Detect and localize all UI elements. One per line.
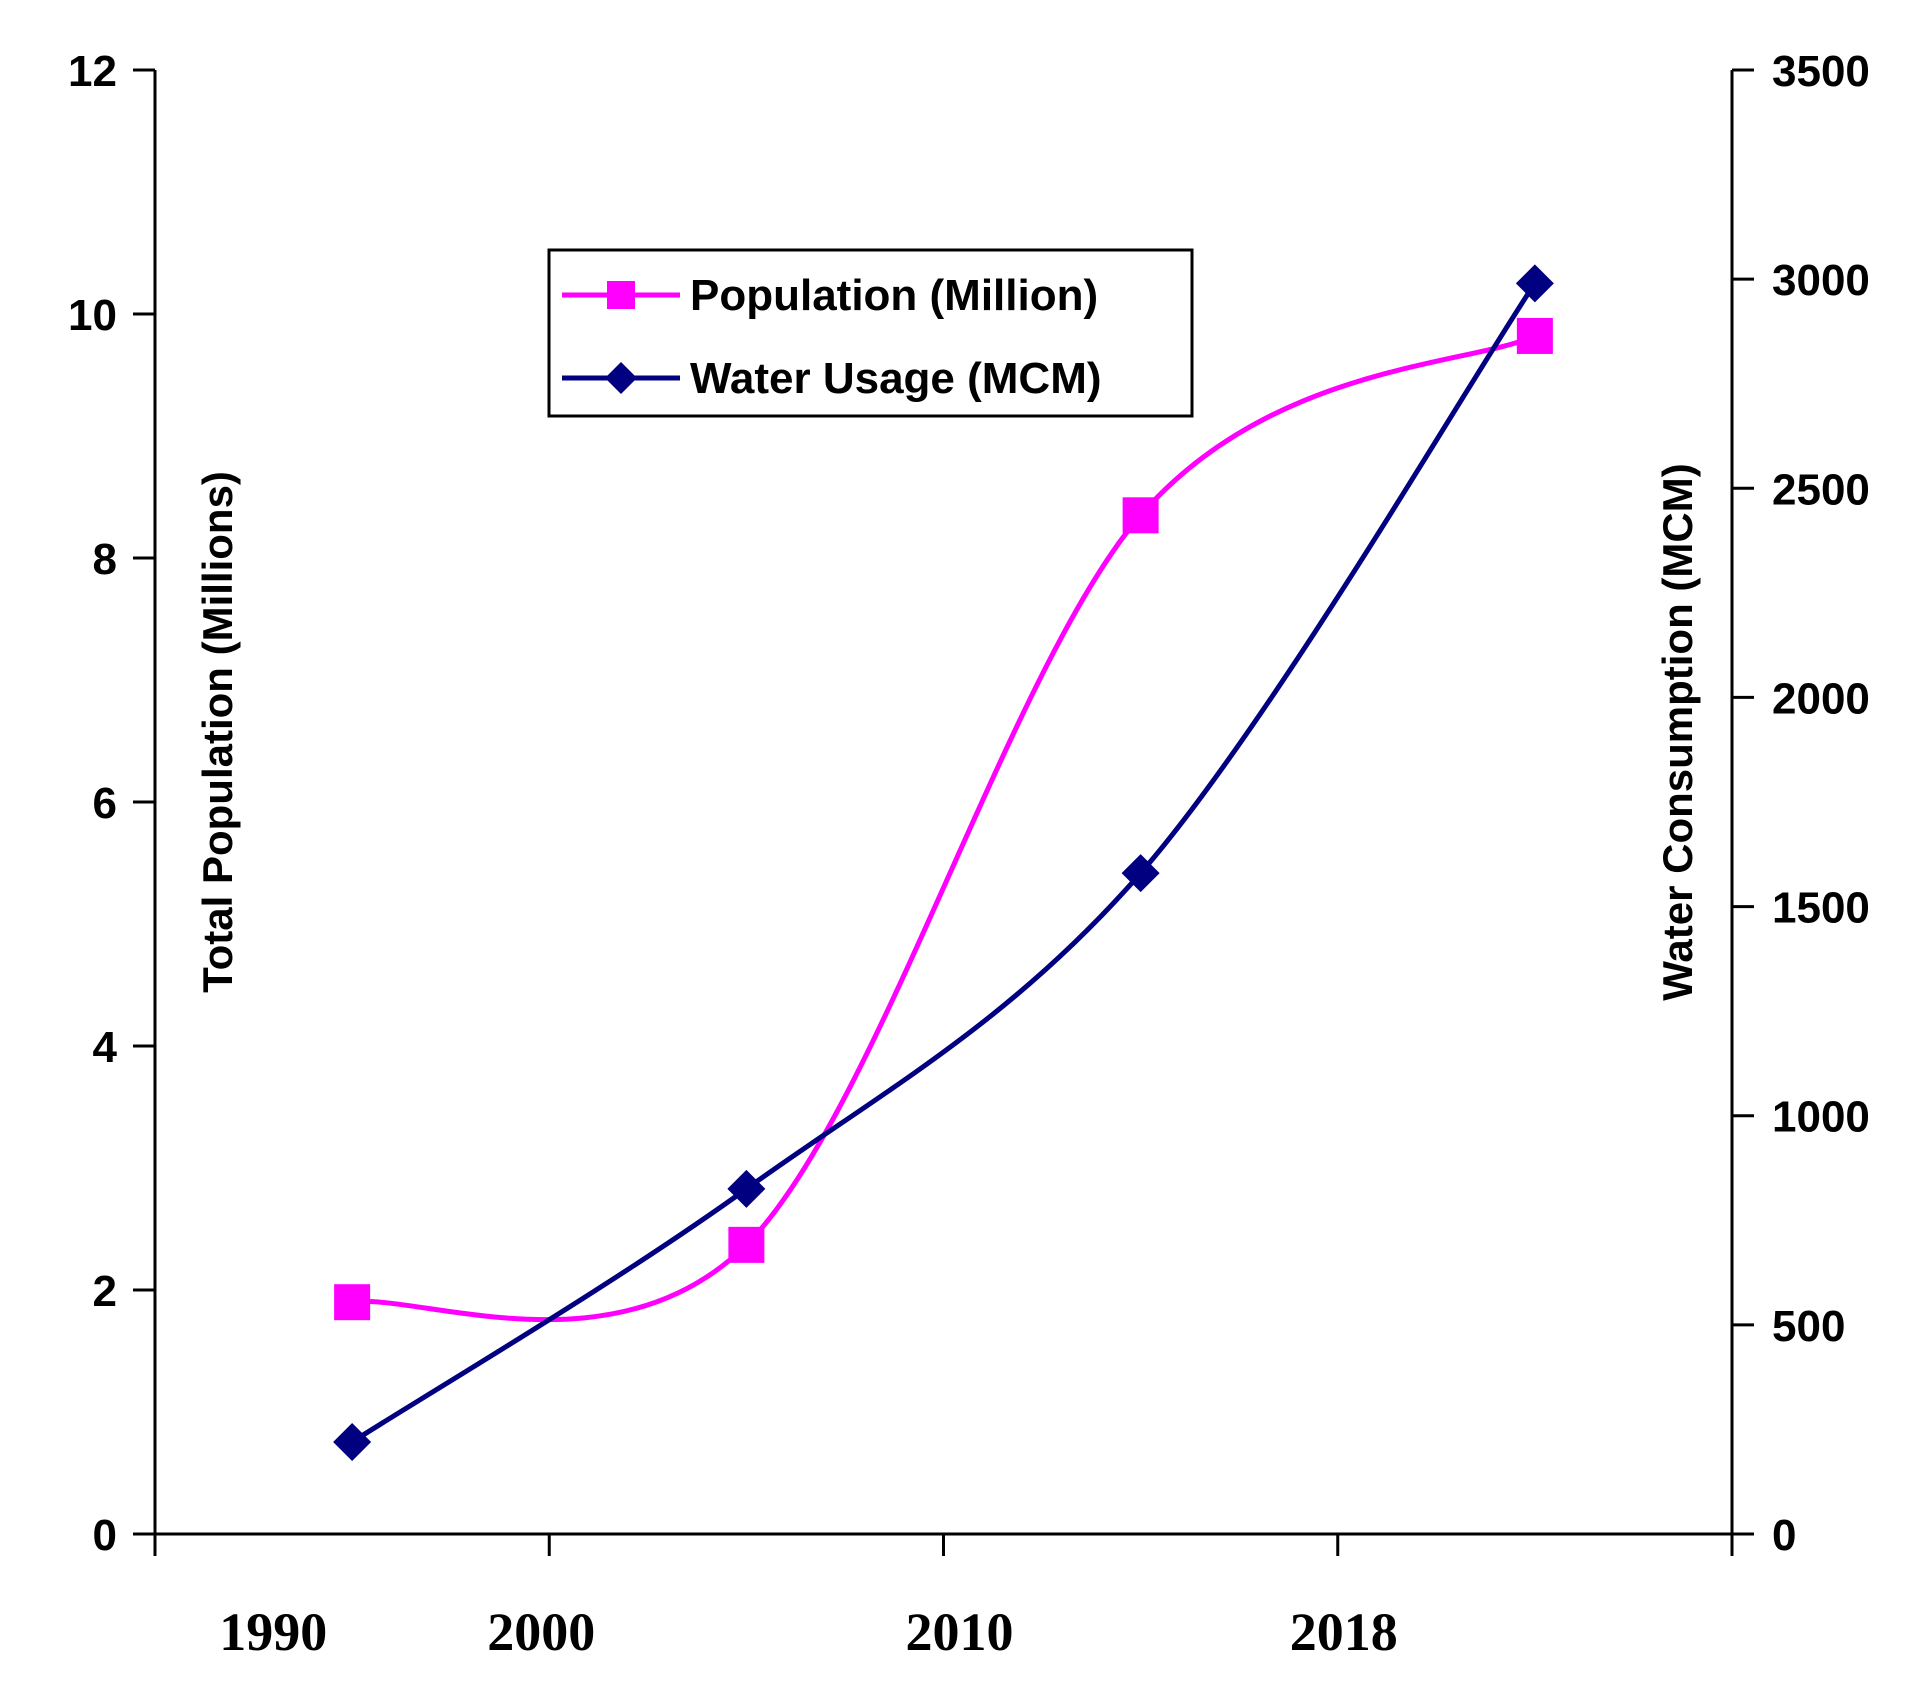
left-y-tick-label: 6 (93, 779, 117, 828)
chart-series (333, 264, 1554, 1461)
left-y-tick-label: 4 (93, 1023, 118, 1072)
left-y-tick-label: 0 (93, 1511, 117, 1560)
legend-marker-population (607, 281, 635, 309)
right-axis-title: Water Consumption (MCM) (1654, 463, 1701, 1000)
right-y-tick-label: 0 (1772, 1511, 1796, 1560)
legend-label-population: Population (Million) (690, 271, 1098, 320)
series-population (334, 317, 1553, 1323)
data-point-square (1516, 317, 1553, 354)
data-point-diamond (1515, 264, 1554, 303)
left-y-tick-label: 2 (93, 1267, 117, 1316)
series-line (350, 281, 1537, 1445)
right-y-tick-label: 500 (1772, 1302, 1845, 1351)
right-y-tick-label: 2500 (1772, 465, 1870, 514)
right-y-tick-label: 3500 (1772, 47, 1870, 96)
left-axis-title: Total Population (Millions) (194, 471, 241, 993)
data-point-square (728, 1226, 765, 1263)
x-tick-label: 2000 (487, 1602, 595, 1662)
data-point-diamond (727, 1169, 766, 1208)
data-point-square (334, 1284, 371, 1321)
legend-label-water: Water Usage (MCM) (690, 354, 1102, 403)
right-y-tick-label: 1000 (1772, 1093, 1870, 1142)
x-tick-label: 1990 (219, 1602, 327, 1662)
data-point-diamond (1121, 854, 1160, 893)
left-y-tick-label: 8 (93, 535, 117, 584)
legend-box (547, 248, 1194, 418)
right-y-tick-label: 2000 (1772, 674, 1870, 723)
data-point-square (1122, 497, 1159, 534)
data-point-diamond (333, 1422, 372, 1461)
left-y-tick-label: 10 (68, 291, 117, 340)
series-water-usage (333, 264, 1554, 1461)
x-tick-label: 2010 (906, 1602, 1014, 1662)
chart-legend: Population (Million) Water Usage (MCM) (547, 248, 1194, 418)
x-tick-label: 2018 (1290, 1602, 1398, 1662)
chart-axes: 0 2 4 6 8 10 12 0 500 1000 1500 2000 2500 3000 3500 199… (68, 47, 1870, 1662)
left-y-tick-label: 12 (68, 47, 117, 96)
series-line (351, 333, 1536, 1323)
legend-marker-water (605, 362, 637, 394)
right-y-tick-label: 1500 (1772, 884, 1870, 933)
right-y-tick-label: 3000 (1772, 256, 1870, 305)
